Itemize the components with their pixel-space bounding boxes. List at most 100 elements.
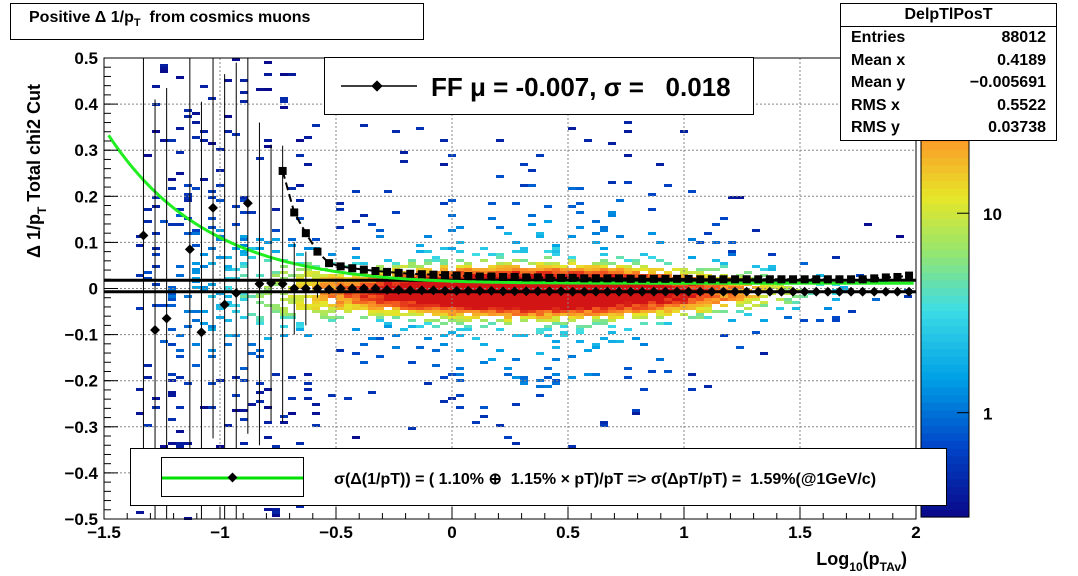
heatmap-cell (560, 295, 568, 298)
heatmap-cell (376, 268, 384, 271)
heatmap-cell (200, 322, 208, 325)
heatmap-cell (488, 358, 496, 361)
sigma-point (881, 273, 890, 282)
heatmap-cell (512, 268, 520, 271)
sigma-point (591, 274, 600, 283)
heatmap-cell (496, 328, 504, 331)
y-tick-label: −0.5 (64, 510, 98, 529)
heatmap-cell (296, 253, 304, 256)
mean-point (161, 313, 172, 324)
heatmap-cell (384, 295, 392, 298)
heatmap-cell (560, 307, 568, 310)
heatmap-cell (416, 268, 424, 271)
mean-point (683, 286, 694, 297)
heatmap-cell (136, 511, 144, 514)
heatmap-cell (872, 298, 880, 301)
heatmap-cell (688, 271, 696, 274)
heatmap-cell (224, 286, 232, 289)
heatmap-cell (568, 304, 576, 307)
heatmap-cell (192, 136, 200, 139)
heatmap-cell (368, 301, 376, 304)
heatmap-cell (208, 325, 216, 328)
mean-point (532, 286, 543, 297)
heatmap-cell (640, 313, 648, 316)
resolution-legend-marker-box (161, 457, 304, 497)
heatmap-cell (296, 199, 304, 202)
heatmap-cell (736, 295, 744, 298)
heatmap-cell (488, 253, 496, 256)
heatmap-cell (256, 382, 264, 385)
heatmap-cell (584, 349, 592, 352)
heatmap-cell (344, 301, 352, 304)
mean-point (300, 283, 311, 294)
heatmap-cell (688, 190, 696, 193)
heatmap-cell (456, 310, 464, 313)
y-tick-label: 0.5 (74, 49, 98, 68)
heatmap-cell (408, 313, 416, 316)
heatmap-cell (600, 337, 608, 340)
heatmap-cell (816, 319, 824, 322)
heatmap-cell (520, 184, 528, 187)
heatmap-cell (328, 394, 336, 397)
heatmap-cell (184, 232, 192, 235)
heatmap-cell (400, 274, 408, 277)
heatmap-cell (240, 91, 248, 94)
heatmap-cell (480, 295, 488, 298)
heatmap-cell (304, 295, 312, 298)
heatmap-cell (512, 442, 520, 445)
heatmap-cell (352, 436, 360, 439)
heatmap-cell (592, 268, 600, 271)
mean-point (718, 286, 729, 297)
heatmap-cell (688, 238, 696, 241)
heatmap-cell (272, 445, 280, 448)
heatmap-cell (568, 313, 576, 316)
heatmap-cell (656, 316, 664, 319)
heatmap-cell (528, 274, 536, 277)
heatmap-cell (584, 295, 592, 298)
x-tick-label: 0.5 (556, 523, 580, 542)
heatmap-cell (632, 262, 640, 265)
heatmap-cell (608, 262, 616, 265)
heatmap-cell (200, 265, 208, 268)
heatmap-cell (152, 232, 160, 235)
heatmap-cell (456, 298, 464, 301)
heatmap-cell (280, 277, 288, 280)
heatmap-cell (472, 271, 480, 274)
heatmap-cell (408, 283, 416, 286)
heatmap-cell (288, 316, 296, 319)
heatmap-cell (536, 394, 544, 397)
heatmap-cell (568, 235, 576, 238)
heatmap-cell (376, 235, 384, 238)
mean-point (730, 286, 740, 297)
heatmap-cell (176, 334, 184, 337)
y-tick-label: 0.3 (74, 141, 98, 160)
heatmap-cell (480, 325, 488, 328)
heatmap-cell (456, 295, 464, 298)
heatmap-cell (192, 319, 200, 322)
heatmap-cell (432, 319, 440, 322)
heatmap-cell (432, 298, 440, 301)
heatmap-cell (656, 298, 664, 301)
heatmap-cell (832, 298, 840, 301)
heatmap-cell (824, 307, 832, 310)
heatmap-cell (536, 304, 544, 307)
heatmap-cell (760, 274, 768, 277)
heatmap-cell (632, 412, 640, 415)
heatmap-cell (416, 307, 424, 310)
heatmap-cell (568, 319, 576, 322)
heatmap-cell (728, 319, 736, 322)
heatmap-cell (224, 115, 232, 118)
heatmap-cell (560, 271, 568, 274)
heatmap-cell (360, 298, 368, 301)
heatmap-cell (664, 370, 672, 373)
heatmap-cell (360, 292, 368, 295)
heatmap-cell (304, 283, 312, 286)
heatmap-cell (552, 253, 560, 256)
heatmap-cell (256, 157, 264, 160)
heatmap-cell (168, 391, 176, 394)
heatmap-cell (864, 223, 872, 226)
heatmap-cell (440, 310, 448, 313)
color-bar-segment (921, 386, 969, 396)
heatmap-cell (496, 268, 504, 271)
heatmap-cell (208, 97, 216, 100)
